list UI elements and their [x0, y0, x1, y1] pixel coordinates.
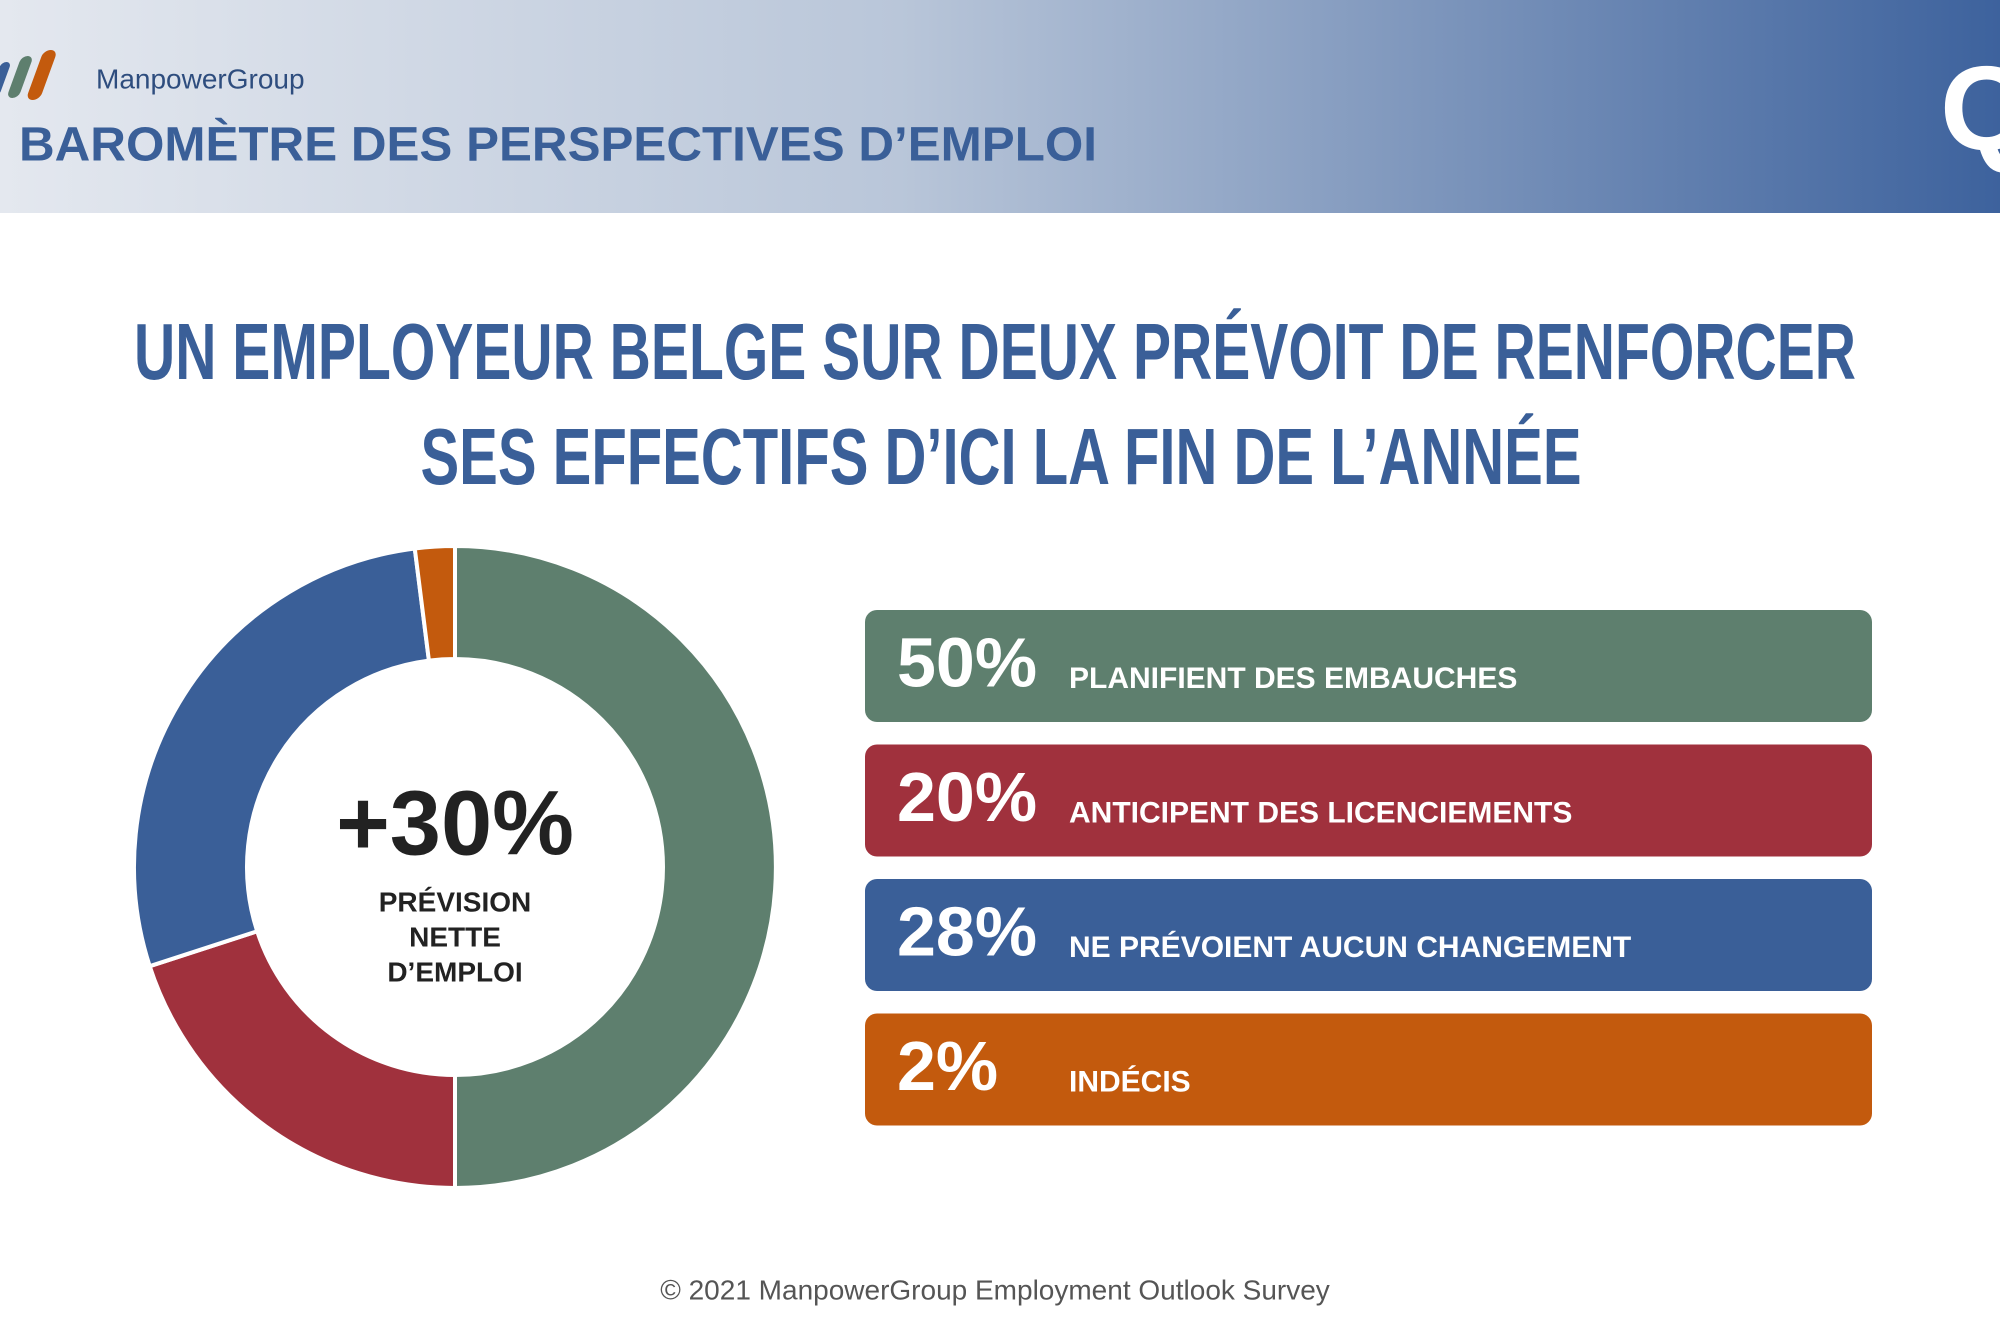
legend-label: PLANIFIENT DES EMBAUCHES [1069, 662, 1517, 695]
logo-stroke [27, 50, 56, 100]
legend-bar [865, 610, 1872, 722]
center-caption: PRÉVISION [379, 886, 531, 917]
legend-bar [865, 744, 1872, 857]
brand: ManpowerGroup [96, 63, 305, 94]
donut-segment [147, 928, 457, 1191]
footer: © 2021 ManpowerGroup Employment Outlook … [660, 1274, 1330, 1305]
header-band [0, 0, 2000, 213]
legend-label: INDÉCIS [1069, 1064, 1191, 1098]
legend-label: ANTICIPENT DES LICENCIEMENTS [1069, 796, 1572, 829]
header-title: BAROMÈTRE DES PERSPECTIVES D’EMPLOI [19, 118, 1097, 172]
center-caption: NETTE [409, 921, 501, 952]
value-label: 28% [897, 892, 1037, 970]
chart-title: UN EMPLOYEUR BELGE SUR DEUX PRÉVOIT DE R… [134, 307, 1856, 396]
donut-segment [132, 546, 432, 969]
legend-label: NE PRÉVOIENT AUCUN CHANGEMENT [1069, 930, 1631, 964]
legend-bar [865, 1013, 1872, 1126]
logo [0, 50, 56, 100]
corner-letter: Q [1940, 42, 2000, 176]
logo-stroke [0, 62, 10, 96]
center-value: +30% [336, 772, 574, 874]
legend-bar [865, 879, 1872, 991]
value-label: 50% [897, 623, 1037, 701]
donut-segment [412, 543, 457, 663]
donut-segment [453, 543, 778, 1191]
center-caption: D’EMPLOI [387, 956, 522, 987]
value-label: 20% [897, 758, 1037, 836]
logo-stroke [8, 56, 32, 98]
chart-title: SES EFFECTIFS D’ICI LA FIN DE L’ANNÉE [421, 412, 1582, 501]
value-label: 2% [897, 1027, 998, 1105]
